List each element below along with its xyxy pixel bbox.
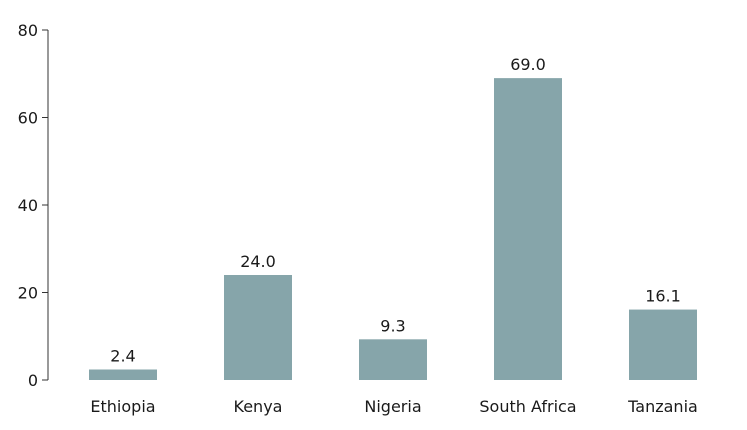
category-label: South Africa (479, 397, 576, 416)
y-axis-ticks: 0 20 40 60 80 (18, 21, 48, 390)
category-labels: Ethiopia Kenya Nigeria South Africa Tanzania (90, 397, 697, 416)
bar-kenya (224, 275, 292, 380)
y-tick-label: 60 (18, 109, 38, 128)
category-label: Tanzania (627, 397, 698, 416)
y-tick-label: 0 (28, 371, 38, 390)
bar-tanzania (629, 309, 697, 380)
y-tick-label: 20 (18, 284, 38, 303)
bar-nigeria (359, 339, 427, 380)
y-tick-label: 80 (18, 21, 38, 40)
category-label: Nigeria (364, 397, 421, 416)
bar-ethiopia (89, 369, 157, 380)
bars (89, 78, 697, 380)
data-label: 16.1 (645, 287, 681, 306)
data-labels: 2.4 24.0 9.3 69.0 16.1 (110, 55, 681, 365)
bar-south-africa (494, 78, 562, 380)
category-label: Kenya (234, 397, 283, 416)
data-label: 2.4 (110, 347, 135, 366)
data-label: 9.3 (380, 316, 405, 335)
data-label: 69.0 (510, 55, 546, 74)
y-tick-label: 40 (18, 196, 38, 215)
category-label: Ethiopia (90, 397, 155, 416)
data-label: 24.0 (240, 252, 276, 271)
